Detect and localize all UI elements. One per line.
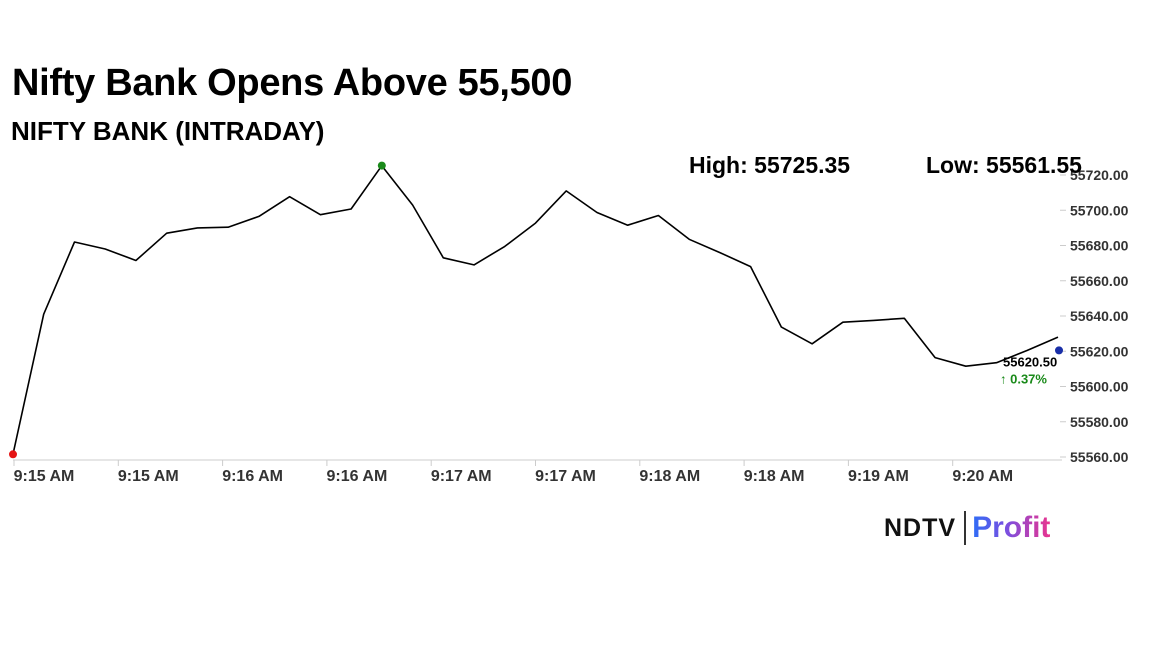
x-tick-label: 9:18 AM — [639, 468, 700, 485]
low-value-label: Low: 55561.55 — [926, 152, 1082, 178]
x-tick-label: 9:15 AM — [118, 468, 179, 485]
x-tick-label: 9:16 AM — [327, 468, 388, 485]
y-tick-label: 55580.00 — [1070, 414, 1129, 430]
x-tick-label: 9:17 AM — [535, 468, 596, 485]
y-tick-label: 55640.00 — [1070, 308, 1129, 324]
x-tick-label: 9:17 AM — [431, 468, 492, 485]
high-value-label: High: 55725.35 — [689, 152, 851, 178]
ndtv-profit-logo: NDTV Profit — [884, 510, 1050, 546]
y-tick-label: 55680.00 — [1070, 238, 1129, 254]
last-value-marker — [1055, 346, 1063, 355]
y-tick-label: 55620.00 — [1070, 343, 1129, 359]
y-tick-label: 55600.00 — [1070, 379, 1129, 395]
high-marker — [377, 161, 386, 170]
x-tick-label: 9:15 AM — [14, 468, 75, 485]
x-tick-label: 9:16 AM — [222, 468, 283, 485]
chart-subtitle: NIFTY BANK (INTRADAY) — [11, 116, 325, 146]
y-tick-label: 55660.00 — [1070, 273, 1129, 289]
logo-divider — [964, 511, 967, 545]
x-tick-label: 9:20 AM — [952, 468, 1013, 485]
y-tick-label: 55700.00 — [1070, 202, 1129, 218]
low-marker — [9, 450, 17, 459]
x-tick-label: 9:19 AM — [848, 468, 909, 485]
price-series-line — [12, 164, 1059, 455]
change-percent-label: ↑ 0.37% — [1000, 371, 1047, 386]
y-tick-label: 55720.00 — [1070, 167, 1129, 183]
logo-profit-text: Profit — [972, 511, 1051, 544]
y-tick-label: 55560.00 — [1070, 449, 1129, 465]
logo-ndtv-text: NDTV — [884, 513, 957, 542]
x-tick-label: 9:18 AM — [744, 468, 805, 485]
last-value-label: 55620.50 — [1003, 354, 1057, 369]
chart-headline: Nifty Bank Opens Above 55,500 — [12, 62, 573, 104]
